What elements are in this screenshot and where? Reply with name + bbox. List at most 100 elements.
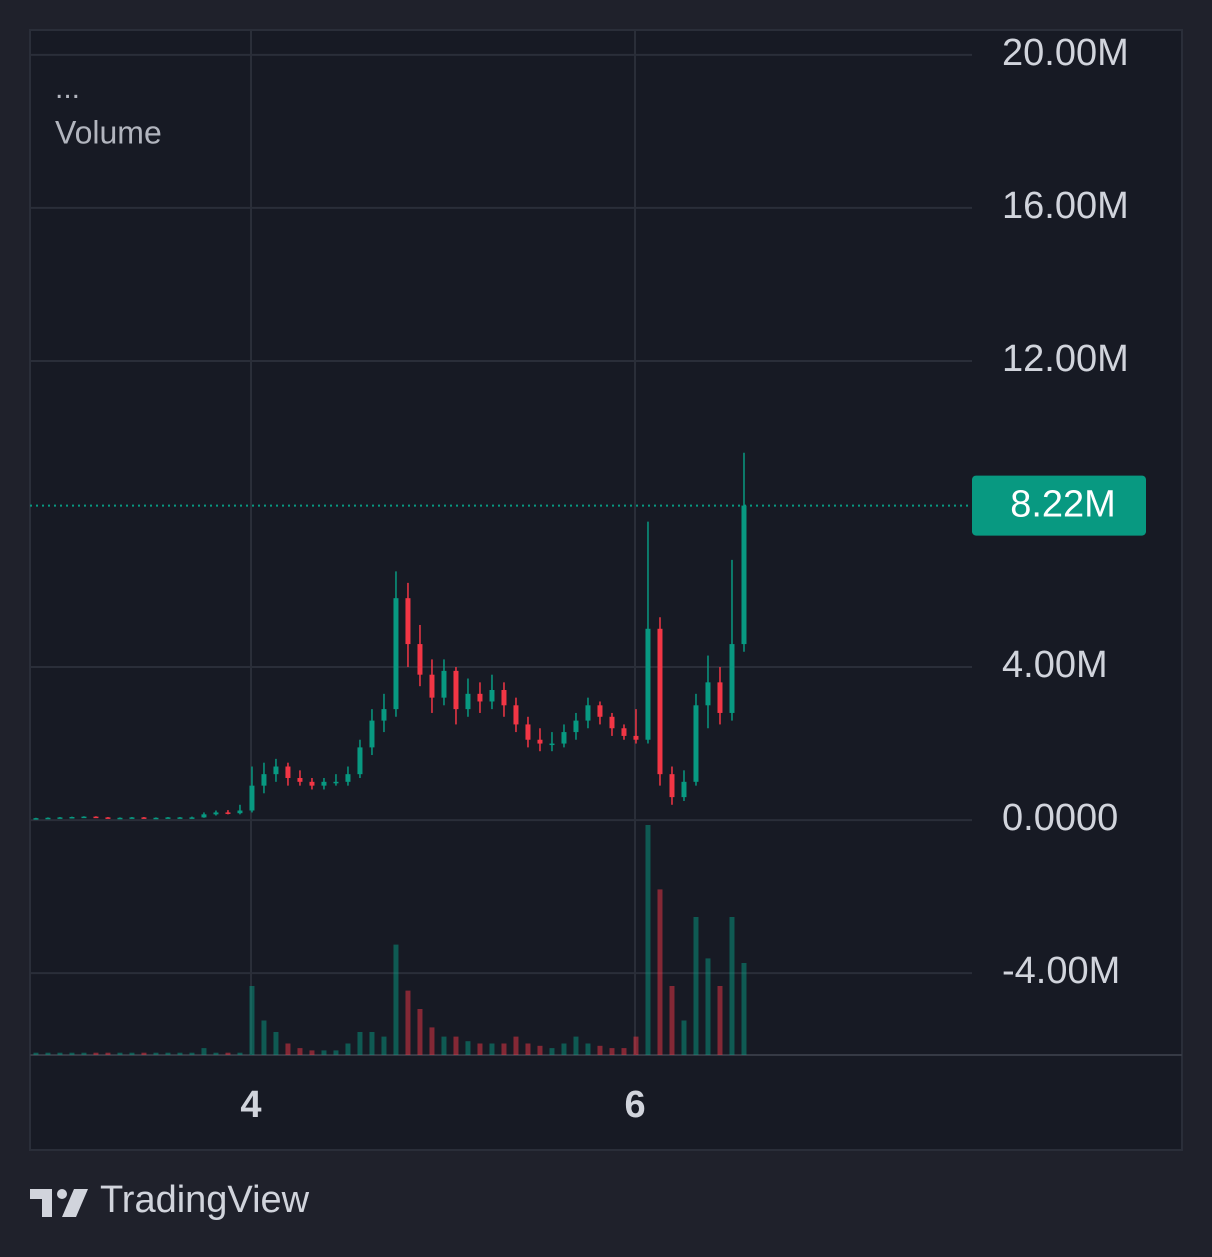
volume-bar	[57, 1052, 63, 1055]
candle-body	[645, 628, 651, 740]
candle-body	[489, 689, 495, 702]
brand-name: TradingView	[100, 1179, 310, 1221]
volume-bar	[141, 1052, 147, 1055]
volume-bar	[393, 944, 399, 1055]
volume-bar	[741, 963, 747, 1055]
candle-body	[429, 674, 435, 698]
tradingview-logo	[30, 1189, 88, 1217]
candle-body	[681, 781, 687, 798]
volume-bar	[657, 889, 663, 1055]
candle-body	[117, 817, 123, 820]
candle-body	[537, 739, 543, 744]
candle-body	[657, 628, 663, 775]
logo-dot	[57, 1189, 67, 1199]
candle-body	[465, 693, 471, 710]
volume-bar	[501, 1043, 507, 1055]
candle-body	[141, 817, 147, 819]
candle-body	[213, 812, 219, 815]
volume-bar	[345, 1043, 351, 1055]
candle-body	[669, 774, 675, 798]
candle-body	[81, 816, 87, 819]
candle-body	[237, 810, 243, 814]
volume-bar	[645, 825, 651, 1055]
volume-bar	[441, 1036, 447, 1055]
volume-bar	[213, 1052, 219, 1055]
last-price-label: 8.22M	[1010, 484, 1116, 526]
candle-body	[381, 709, 387, 721]
candle-body	[393, 598, 399, 710]
volume-bar	[489, 1043, 495, 1055]
volume-bar	[609, 1048, 615, 1055]
volume-bar	[681, 1020, 687, 1055]
candle-body	[369, 720, 375, 748]
chart-frame	[29, 29, 1183, 1151]
y-tick-label: 20.00M	[1002, 32, 1129, 74]
candle-body	[729, 644, 735, 713]
volume-bar	[465, 1041, 471, 1055]
candle-body	[561, 732, 567, 744]
volume-bar	[585, 1043, 591, 1055]
volume-bar	[285, 1043, 291, 1055]
candle-body	[441, 670, 447, 698]
volume-bar	[525, 1043, 531, 1055]
volume-bar	[165, 1052, 171, 1055]
candle-body	[261, 774, 267, 786]
study-menu[interactable]: ...	[55, 72, 80, 105]
candle-body	[225, 812, 231, 814]
plot	[30, 30, 972, 1055]
candle-body	[357, 747, 363, 775]
volume-bar	[105, 1052, 111, 1055]
candle-body	[573, 720, 579, 733]
volume-bar	[189, 1052, 195, 1055]
volume-bar	[669, 986, 675, 1055]
volume-bar	[357, 1032, 363, 1055]
candle-body	[273, 766, 279, 775]
volume-bar	[453, 1036, 459, 1055]
volume-bar	[237, 1052, 243, 1055]
volume-bar	[549, 1048, 555, 1055]
x-tick-label: 6	[624, 1084, 645, 1126]
volume-bar	[45, 1052, 51, 1055]
candle-body	[309, 781, 315, 786]
candle-body	[741, 505, 747, 645]
candle-body	[333, 781, 339, 784]
y-tick-label: 12.00M	[1002, 338, 1129, 380]
candle-body	[33, 818, 39, 820]
volume-bar	[201, 1048, 207, 1055]
volume-bar	[321, 1050, 327, 1055]
volume-bar	[297, 1048, 303, 1055]
volume-bar	[81, 1052, 87, 1055]
candle-body	[189, 817, 195, 819]
candle-body	[249, 785, 255, 811]
volume-bar	[225, 1052, 231, 1055]
volume-bar	[417, 1009, 423, 1055]
candle-body	[177, 817, 183, 819]
volume-bar	[333, 1050, 339, 1055]
volume-bar	[309, 1050, 315, 1055]
volume-bar	[693, 917, 699, 1055]
candle-body	[585, 705, 591, 721]
volume-bar	[597, 1045, 603, 1055]
volume-bar	[129, 1052, 135, 1055]
volume-bar	[117, 1052, 123, 1055]
candle-body	[297, 777, 303, 782]
candle-body	[705, 682, 711, 706]
candle-body	[621, 728, 627, 736]
y-tick-label: 0.0000	[1002, 797, 1118, 839]
volume-bar	[621, 1048, 627, 1055]
logo-mark	[30, 1189, 52, 1217]
y-tick-label: -4.00M	[1002, 950, 1120, 992]
volume-bar	[69, 1052, 75, 1055]
candle-body	[597, 705, 603, 717]
volume-bar	[153, 1052, 159, 1055]
logo-mark	[62, 1189, 88, 1217]
x-tick-label: 4	[240, 1084, 261, 1126]
candle-body	[633, 735, 639, 740]
volume-bar	[93, 1052, 99, 1055]
candle-body	[153, 817, 159, 820]
candle-body	[45, 817, 51, 820]
candle-body	[165, 817, 171, 819]
candle-body	[609, 716, 615, 729]
volume-bar	[429, 1027, 435, 1055]
y-tick-label: 4.00M	[1002, 644, 1108, 686]
